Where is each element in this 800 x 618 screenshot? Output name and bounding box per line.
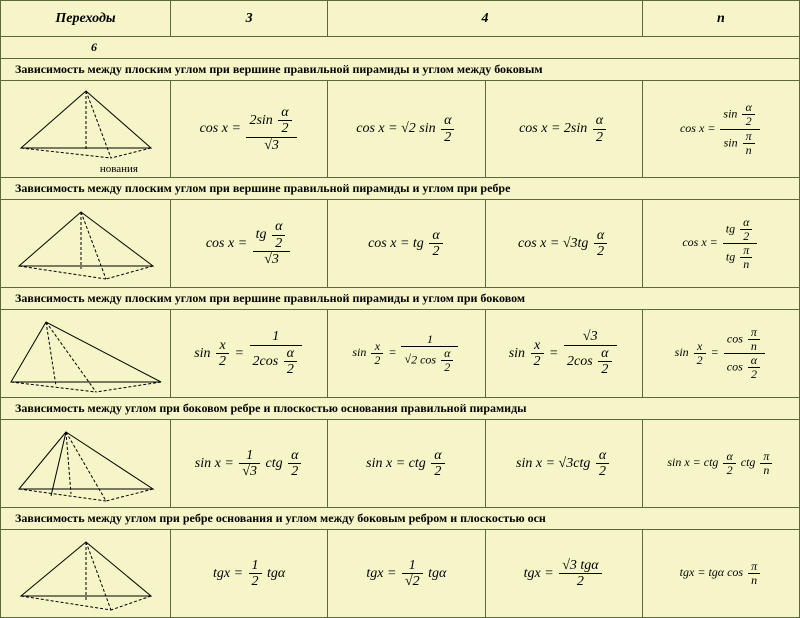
- cell-1-3: cos x = 2sin α2: [485, 81, 642, 178]
- caption-3: Зависимость между плоским углом при верш…: [1, 288, 800, 310]
- cell-3-1: sin x2 = 12cos α2: [171, 310, 328, 398]
- cell-2-4: cos x = tg α2tg πn: [642, 200, 799, 288]
- cell-5-1: tgx = 12 tgα: [171, 530, 328, 618]
- caption-4: Зависимость между углом при боковом ребр…: [1, 398, 800, 420]
- cell-5-2: tgx = 12 tgα: [328, 530, 485, 618]
- caption-1-tail: нования: [3, 163, 168, 175]
- cell-1-4: cos x = sin α2sin πn: [642, 81, 799, 178]
- caption-5: Зависимость между углом при ребре основа…: [1, 508, 800, 530]
- cell-2-2: cos x = tg α2: [328, 200, 485, 288]
- formula-table: Переходы 3 4 n 6 Зависимость между плоск…: [0, 0, 800, 618]
- data-row-3: sin x2 = 12cos α2 sin x2 = 12 cos α2 sin…: [1, 310, 800, 398]
- cell-2-1: cos x = tg α23: [171, 200, 328, 288]
- header-col-3: 3: [171, 1, 328, 37]
- caption-2-text: Зависимость между плоским углом при верш…: [1, 178, 800, 200]
- figure-5: [1, 530, 171, 618]
- data-row-1: нования cos x = 2sin α23 cos x = 2 sin α…: [1, 81, 800, 178]
- pyramid-icon: [11, 424, 161, 504]
- header-col-n: n: [642, 1, 799, 37]
- data-row-5: tgx = 12 tgα tgx = 12 tgα tgx = 3 tgα2 t…: [1, 530, 800, 618]
- caption-5-text: Зависимость между углом при ребре основа…: [1, 508, 800, 530]
- caption-1-text: Зависимость между плоским углом при верш…: [1, 59, 800, 81]
- cell-5-4: tgx = tgα cos πn: [642, 530, 799, 618]
- figure-1: нования: [1, 81, 171, 178]
- cell-1-1: cos x = 2sin α23: [171, 81, 328, 178]
- header-row: Переходы 3 4 n: [1, 1, 800, 37]
- pyramid-icon: [11, 204, 161, 284]
- header-extra: 6: [1, 37, 800, 59]
- header-extra-row: 6: [1, 37, 800, 59]
- cell-2-3: cos x = 3tg α2: [485, 200, 642, 288]
- cell-3-3: sin x2 = 32cos α2: [485, 310, 642, 398]
- header-title: Переходы: [1, 1, 171, 37]
- caption-2: Зависимость между плоским углом при верш…: [1, 178, 800, 200]
- pyramid-icon: [11, 83, 161, 163]
- data-row-4: sin x = 13 ctg α2 sin x = ctg α2 sin x =…: [1, 420, 800, 508]
- figure-3: [1, 310, 171, 398]
- pyramid-icon: [11, 534, 161, 614]
- caption-1: Зависимость между плоским углом при верш…: [1, 59, 800, 81]
- cell-4-1: sin x = 13 ctg α2: [171, 420, 328, 508]
- caption-4-text: Зависимость между углом при боковом ребр…: [1, 398, 800, 420]
- cell-4-3: sin x = 3ctg α2: [485, 420, 642, 508]
- pyramid-icon: [6, 314, 166, 394]
- cell-1-2: cos x = 2 sin α2: [328, 81, 485, 178]
- figure-2: [1, 200, 171, 288]
- data-row-2: cos x = tg α23 cos x = tg α2 cos x = 3tg…: [1, 200, 800, 288]
- cell-4-4: sin x = ctg α2 ctg πn: [642, 420, 799, 508]
- cell-5-3: tgx = 3 tgα2: [485, 530, 642, 618]
- cell-4-2: sin x = ctg α2: [328, 420, 485, 508]
- figure-4: [1, 420, 171, 508]
- cell-3-2: sin x2 = 12 cos α2: [328, 310, 485, 398]
- header-col-4: 4: [328, 1, 643, 37]
- cell-3-4: sin x2 = cos πncos α2: [642, 310, 799, 398]
- caption-3-text: Зависимость между плоским углом при верш…: [1, 288, 800, 310]
